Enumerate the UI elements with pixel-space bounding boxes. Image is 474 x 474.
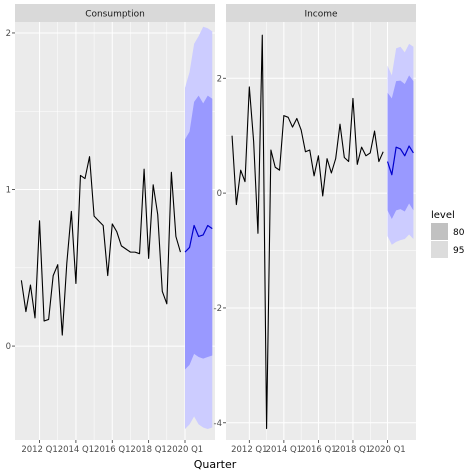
y-tick-label: 2 bbox=[217, 74, 222, 84]
interval-band-80 bbox=[387, 75, 414, 219]
legend-title: level bbox=[431, 210, 455, 221]
x-tick-label: 2016 Q1 bbox=[94, 445, 130, 455]
x-tick-label: 2020 Q1 bbox=[167, 445, 203, 455]
forecast-mean-line bbox=[184, 224, 213, 253]
forecast-mean-line bbox=[386, 145, 414, 176]
consumption-panel: Consumption 0 1 2 2012 Q1 2014 Q1 2016 Q1 2018 … bbox=[6, 4, 215, 455]
y-tick-label: -2 bbox=[214, 304, 222, 314]
legend-key-80 bbox=[431, 223, 448, 240]
y-tick-label: 0 bbox=[6, 342, 11, 352]
panel-strip-label: Income bbox=[304, 10, 338, 20]
legend-key-95 bbox=[431, 241, 448, 258]
panel-strip-label: Consumption bbox=[85, 10, 145, 20]
plot-area bbox=[20, 26, 213, 430]
panel-strip bbox=[15, 4, 215, 22]
plot-area bbox=[231, 34, 414, 430]
x-tick-label: 2012 Q1 bbox=[21, 445, 57, 455]
history-line bbox=[231, 34, 384, 430]
legend-label-80: 80 bbox=[453, 228, 465, 238]
x-tick-label: 2012 Q1 bbox=[231, 445, 267, 455]
legend: level 80 95 bbox=[431, 210, 465, 258]
x-tick-label: 2018 Q1 bbox=[130, 445, 166, 455]
panel-background bbox=[15, 22, 215, 440]
x-tick-label: 2018 Q1 bbox=[335, 445, 371, 455]
x-tick-label: 2020 Q1 bbox=[369, 445, 405, 455]
x-tick-label: 2014 Q1 bbox=[58, 445, 94, 455]
history-line bbox=[20, 156, 181, 336]
interval-band-80 bbox=[185, 95, 213, 370]
x-tick-label: 2016 Q1 bbox=[300, 445, 336, 455]
panel-strip bbox=[226, 4, 416, 22]
legend-label-95: 95 bbox=[453, 246, 464, 256]
x-axis-title: Quarter bbox=[194, 458, 237, 471]
y-tick-label: -4 bbox=[214, 419, 222, 429]
y-tick-label: 2 bbox=[6, 29, 11, 39]
x-tick-label: 2014 Q1 bbox=[266, 445, 302, 455]
y-tick-label: 0 bbox=[217, 189, 222, 199]
y-tick-label: 1 bbox=[6, 186, 11, 196]
